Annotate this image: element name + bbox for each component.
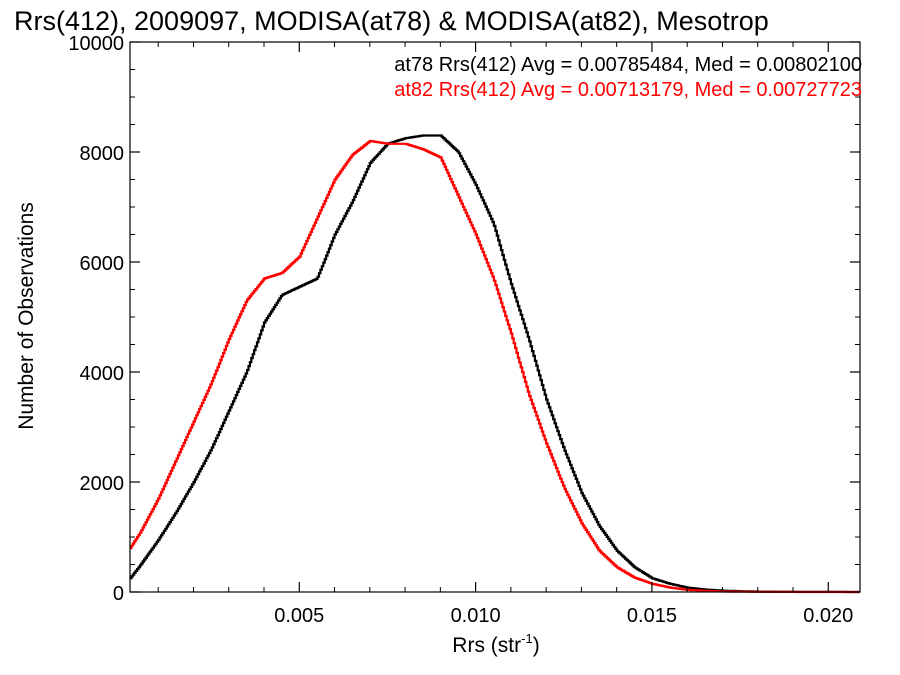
series-line-at82 — [130, 139, 860, 594]
x-tick-label: 0.015 — [627, 605, 677, 627]
x-axis-label-main: Rrs (str — [452, 634, 521, 657]
x-axis-label-superscript: -1 — [521, 631, 533, 646]
legend-at78-stats: at78 Rrs(412) Avg = 0.00785484, Med = 0.… — [394, 54, 862, 76]
ticks-layer: 0.005 0.010 0.015 0.020 0 2000 4000 6000 8000 100… — [68, 33, 860, 627]
x-axis-label-close: ) — [533, 634, 540, 657]
chart-title: Rrs(412), 2009097, MODISA(at78) & MODISA… — [14, 6, 769, 36]
y-tick-label: 8000 — [80, 143, 125, 165]
y-tick-label: 10000 — [68, 33, 124, 55]
y-tick-label: 4000 — [80, 363, 125, 385]
x-tick-label: 0.010 — [451, 605, 501, 627]
y-tick-label: 0 — [113, 583, 124, 605]
y-axis-label: Number of Observations — [15, 202, 38, 430]
series-layer — [130, 134, 860, 594]
legend-at82-stats: at82 Rrs(412) Avg = 0.00713179, Med = 0.… — [394, 79, 862, 101]
series-line-at78 — [130, 134, 860, 594]
x-axis-label: Rrs (str-1) — [452, 631, 539, 657]
y-tick-label: 6000 — [80, 253, 125, 275]
x-tick-label: 0.005 — [274, 605, 324, 627]
y-tick-label: 2000 — [80, 473, 125, 495]
x-tick-label: 0.020 — [803, 605, 853, 627]
